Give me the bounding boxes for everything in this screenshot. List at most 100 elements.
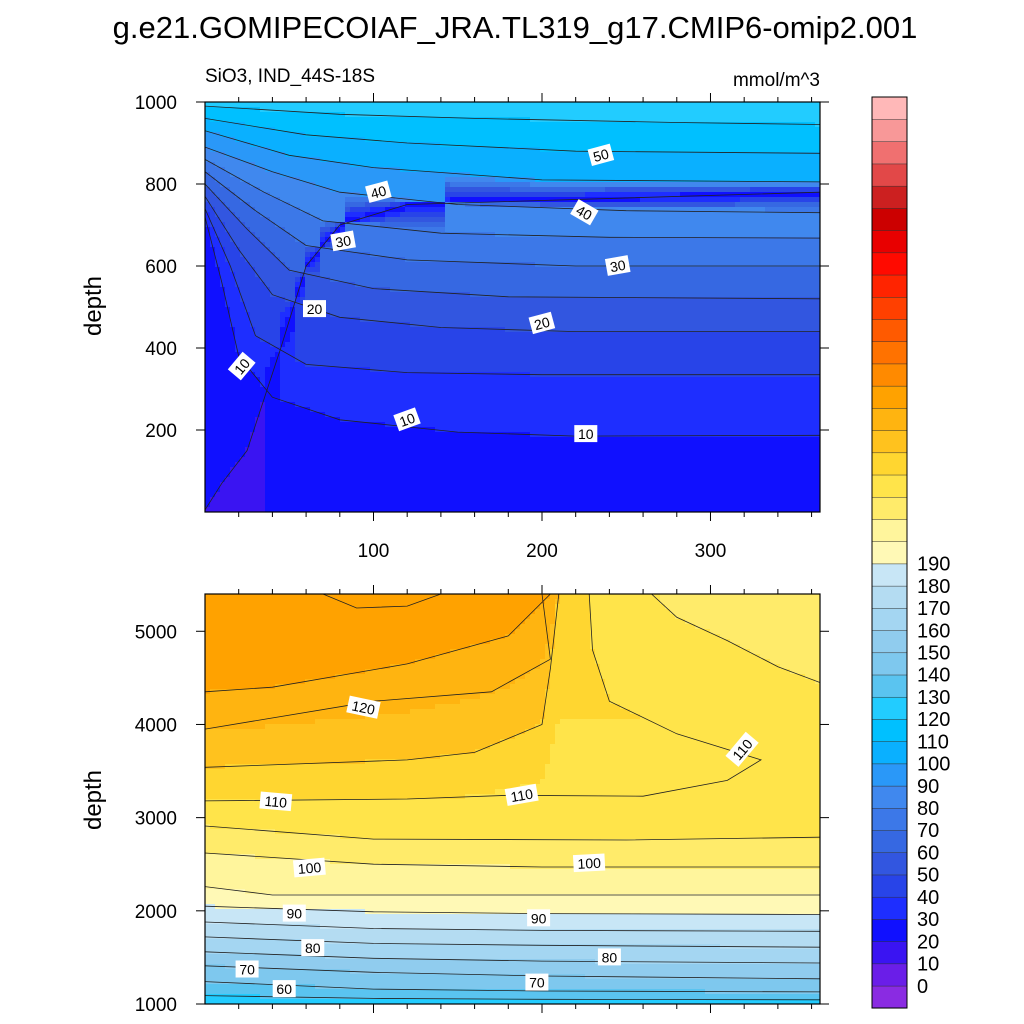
upper-field-cell bbox=[230, 112, 236, 118]
upper-field-cell bbox=[300, 127, 306, 133]
upper-field-cell bbox=[385, 262, 391, 268]
upper-field-cell bbox=[385, 277, 391, 283]
upper-field-cell bbox=[210, 502, 216, 508]
upper-field-cell bbox=[215, 322, 221, 328]
upper-field-cell bbox=[285, 357, 291, 363]
upper-field-cell bbox=[365, 432, 371, 438]
upper-field-cell bbox=[275, 247, 281, 253]
upper-field-cell bbox=[475, 102, 481, 108]
upper-field-cell bbox=[410, 442, 416, 448]
upper-field-cell bbox=[245, 197, 251, 203]
upper-field-cell bbox=[260, 297, 266, 303]
upper-field-cell bbox=[440, 217, 446, 223]
upper-field-cell bbox=[330, 477, 336, 483]
upper-field-cell bbox=[490, 222, 496, 228]
upper-field-cell bbox=[400, 432, 406, 438]
upper-field-cell bbox=[485, 342, 491, 348]
upper-field-cell bbox=[500, 312, 506, 318]
upper-field-cell bbox=[230, 122, 236, 128]
upper-field-cell bbox=[230, 382, 236, 388]
upper-field-cell bbox=[375, 482, 381, 488]
upper-field-cell bbox=[360, 412, 366, 418]
upper-field-cell bbox=[220, 352, 226, 358]
upper-field-cell bbox=[230, 222, 236, 228]
upper-field-cell bbox=[235, 127, 241, 133]
upper-field-cell bbox=[250, 347, 256, 353]
upper-field-cell bbox=[330, 487, 336, 493]
upper-field-cell bbox=[210, 222, 216, 228]
upper-field-cell bbox=[500, 137, 506, 143]
upper-field-cell bbox=[405, 287, 411, 293]
upper-field-cell bbox=[440, 212, 446, 218]
upper-field-cell bbox=[495, 477, 501, 483]
upper-field-cell bbox=[465, 332, 471, 338]
upper-field-cell bbox=[255, 282, 261, 288]
upper-field-cell bbox=[450, 372, 456, 378]
upper-field-cell bbox=[355, 397, 361, 403]
upper-field-cell bbox=[280, 412, 286, 418]
upper-field-cell bbox=[255, 242, 261, 248]
upper-field-cell bbox=[275, 157, 281, 163]
upper-field-cell bbox=[440, 247, 446, 253]
upper-field-cell bbox=[415, 497, 421, 503]
upper-field-cell bbox=[250, 157, 256, 163]
upper-field-cell bbox=[495, 332, 501, 338]
upper-field-cell bbox=[405, 182, 411, 188]
upper-field-cell bbox=[265, 407, 271, 413]
upper-field-cell bbox=[380, 107, 386, 113]
upper-field-cell bbox=[490, 287, 496, 293]
upper-field-cell bbox=[250, 467, 256, 473]
upper-field-cell bbox=[370, 302, 376, 308]
upper-field-cell bbox=[465, 497, 471, 503]
upper-field-cell bbox=[460, 497, 466, 503]
upper-field-cell bbox=[485, 202, 491, 208]
upper-field-cell bbox=[315, 437, 321, 443]
upper-field-cell bbox=[415, 197, 421, 203]
upper-field-cell bbox=[340, 137, 346, 143]
upper-field-cell bbox=[245, 177, 251, 183]
upper-field-cell bbox=[320, 282, 326, 288]
upper-field-cell bbox=[425, 377, 431, 383]
upper-field-cell bbox=[475, 262, 481, 268]
upper-field-cell bbox=[375, 397, 381, 403]
upper-field-cell bbox=[390, 292, 396, 298]
upper-field-cell bbox=[425, 327, 431, 333]
upper-field-cell bbox=[330, 287, 336, 293]
upper-field-cell bbox=[350, 207, 356, 213]
upper-field-cell bbox=[335, 112, 341, 118]
upper-field-cell bbox=[405, 232, 411, 238]
upper-field-cell bbox=[295, 302, 301, 308]
upper-field-cell bbox=[385, 137, 391, 143]
upper-field-cell bbox=[225, 317, 231, 323]
upper-field-cell bbox=[350, 257, 356, 263]
upper-field-cell bbox=[465, 237, 471, 243]
upper-field-cell bbox=[225, 372, 231, 378]
upper-field-cell bbox=[455, 287, 461, 293]
upper-field-cell bbox=[470, 387, 476, 393]
upper-field-cell bbox=[395, 102, 401, 108]
upper-field-cell bbox=[390, 422, 396, 428]
upper-field-cell bbox=[310, 392, 316, 398]
upper-field-cell bbox=[425, 397, 431, 403]
upper-field-cell bbox=[210, 122, 216, 128]
upper-field-cell bbox=[390, 407, 396, 413]
upper-field-cell bbox=[475, 127, 481, 133]
upper-field-cell bbox=[460, 362, 466, 368]
upper-field-cell bbox=[335, 347, 341, 353]
upper-field-cell bbox=[215, 317, 221, 323]
upper-field-cell bbox=[490, 367, 496, 373]
upper-field-cell bbox=[340, 157, 346, 163]
upper-field-cell bbox=[340, 267, 346, 273]
upper-field-cell bbox=[425, 372, 431, 378]
upper-field-cell bbox=[505, 182, 511, 188]
upper-field-cell bbox=[305, 192, 311, 198]
upper-field-cell bbox=[465, 387, 471, 393]
upper-field-cell bbox=[235, 502, 241, 508]
upper-field-cell bbox=[410, 302, 416, 308]
upper-field-cell bbox=[230, 332, 236, 338]
upper-field-cell bbox=[485, 422, 491, 428]
upper-field-cell bbox=[265, 417, 271, 423]
upper-field-cell bbox=[380, 147, 386, 153]
upper-field-cell bbox=[375, 292, 381, 298]
upper-field-cell bbox=[495, 187, 501, 193]
